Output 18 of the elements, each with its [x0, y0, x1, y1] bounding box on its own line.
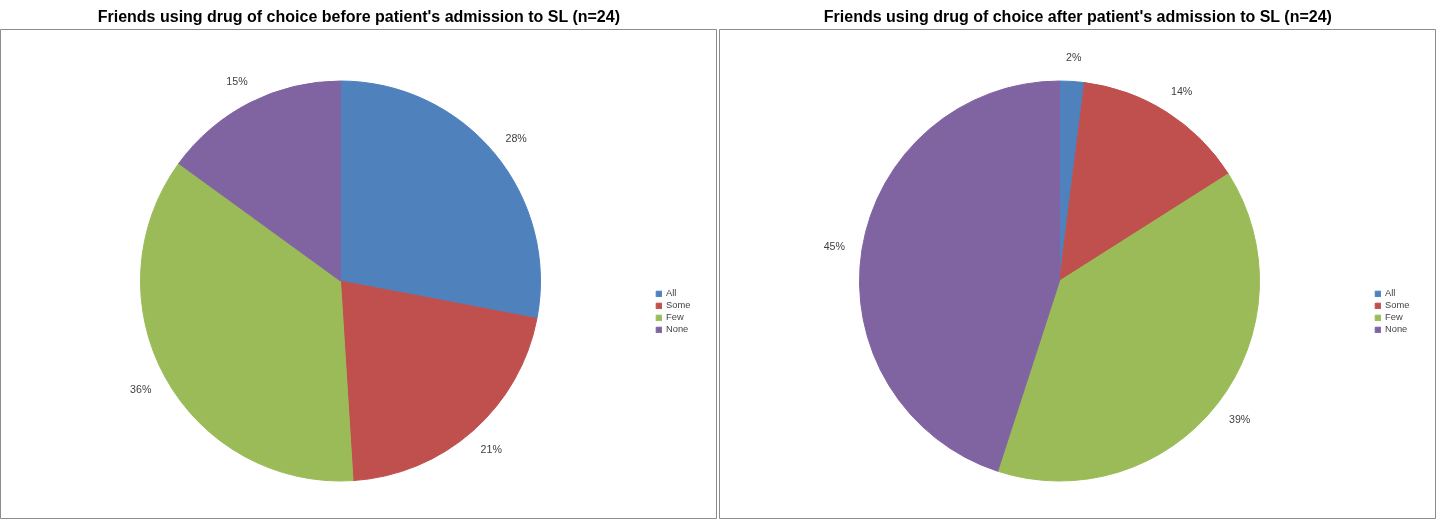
legend-label: Some: [666, 300, 691, 310]
data-label: 39%: [1228, 412, 1251, 425]
data-label: 28%: [505, 131, 528, 144]
data-label: 36%: [130, 383, 152, 396]
legend-label: Some: [1385, 300, 1410, 310]
chart-title: Friends using drug of choice before patient's admission to SL (n=24): [97, 7, 620, 25]
legend-label: Few: [666, 312, 685, 322]
legend-label: None: [666, 324, 689, 334]
data-label: 14%: [1171, 85, 1193, 98]
chart-title: Friends using drug of choice after patient's admission to SL (n=24): [823, 7, 1332, 25]
data-label: 21%: [480, 443, 503, 456]
data-label: 2%: [1066, 51, 1083, 63]
data-label: 15%: [226, 75, 249, 88]
legend-label: All: [666, 288, 678, 298]
legend-label: All: [1385, 288, 1397, 298]
data-label: 45%: [823, 239, 846, 252]
legend-label: Few: [1385, 312, 1404, 322]
legend-label: None: [1385, 324, 1408, 334]
